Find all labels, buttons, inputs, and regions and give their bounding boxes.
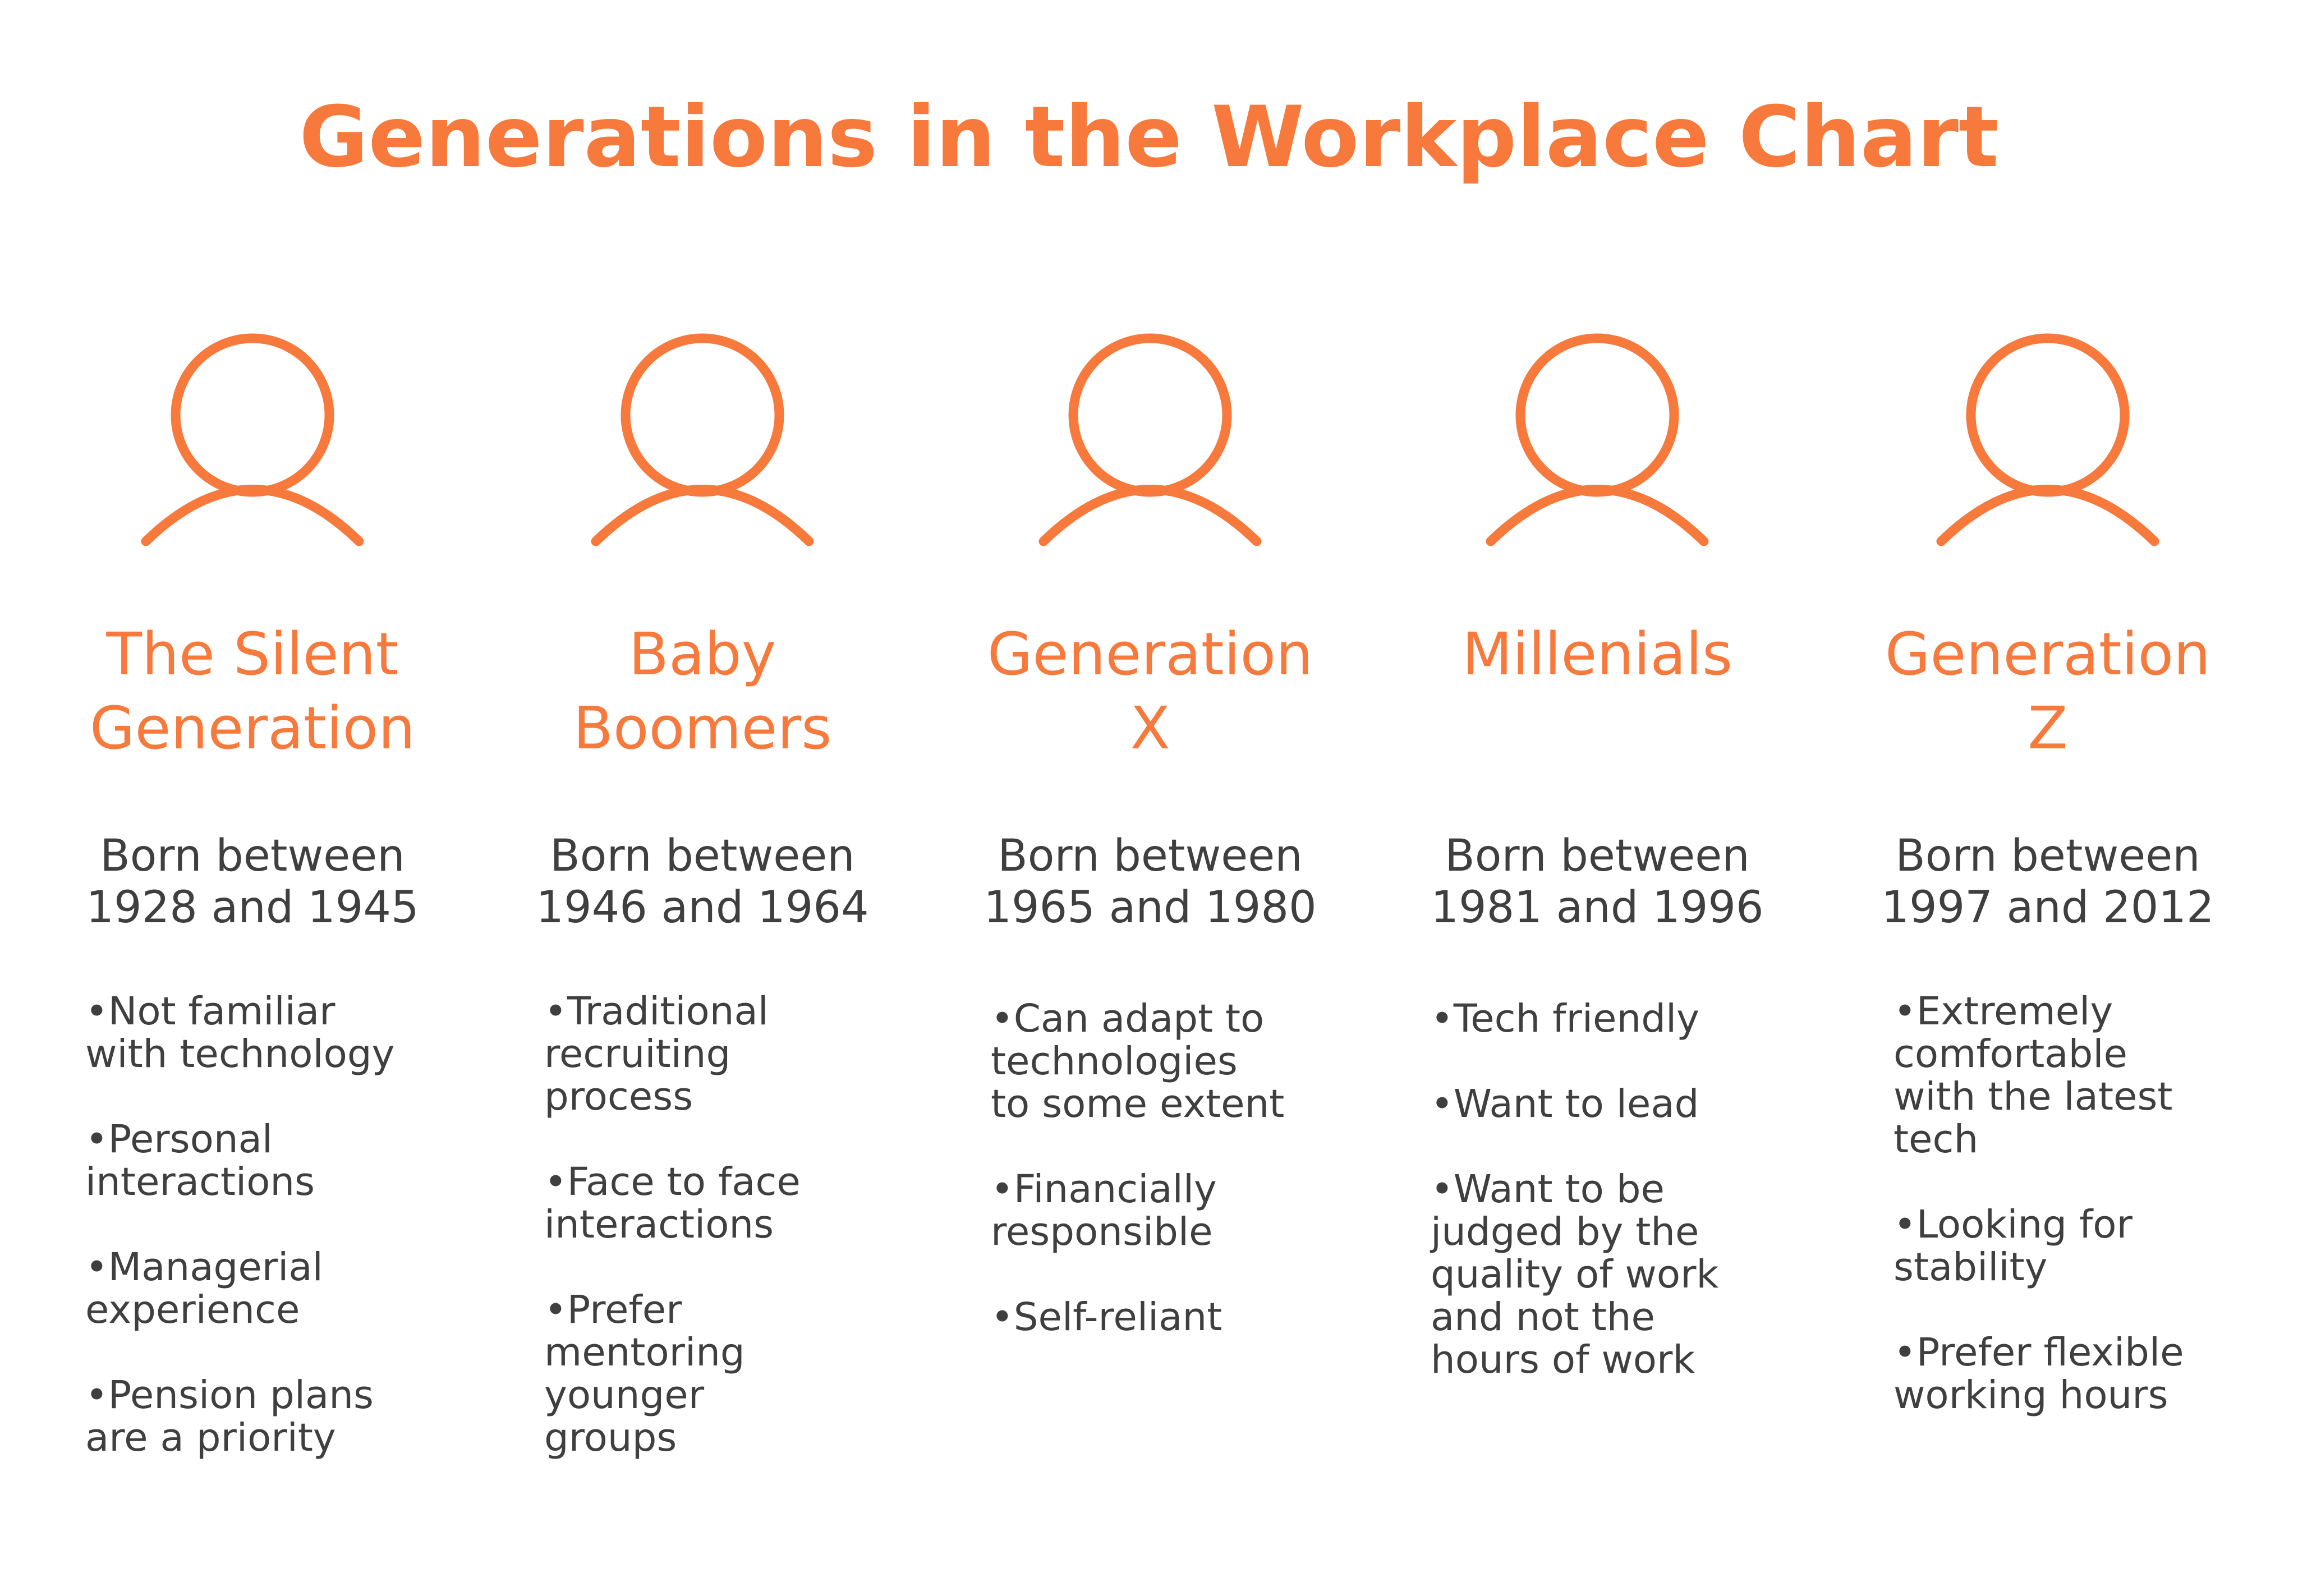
trait-item: Looking for stability (1893, 1203, 2184, 1289)
page-title: Generations in the Workplace Chart (299, 89, 1999, 186)
generation-name: Baby Boomers (573, 620, 832, 762)
trait-item: Self-reliant (991, 1296, 1284, 1339)
person-icon (140, 325, 365, 550)
trait-list: Can adapt to technologies to some extent… (991, 997, 1284, 1381)
generation-column-millenials: Millenials Born between 1981 and 1996 Te… (1373, 0, 1822, 1596)
generation-column-gen-x: Generation X Born between 1965 and 1980 … (926, 0, 1375, 1596)
generation-name: The Silent Generation (89, 620, 416, 762)
birth-range: Born between 1928 and 1945 (86, 831, 419, 933)
trait-list: Not familiar with technology Personal in… (85, 990, 394, 1502)
trait-item: Can adapt to technologies to some extent (991, 997, 1284, 1125)
person-icon (1936, 325, 2160, 550)
trait-list: Traditional recruiting process Face to f… (544, 990, 801, 1502)
trait-item: Personal interactions (85, 1118, 394, 1203)
trait-item: Not familiar with technology (85, 990, 394, 1075)
trait-item: Prefer flexible working hours (1893, 1331, 2184, 1416)
trait-item: Want to lead (1431, 1083, 1718, 1125)
trait-item: Face to face interactions (544, 1161, 801, 1246)
generation-name: Generation Z (1885, 620, 2211, 762)
trait-item: Tech friendly (1431, 997, 1718, 1040)
birth-range: Born between 1965 and 1980 (983, 831, 1317, 933)
trait-item: Extremely comfortable with the latest te… (1893, 990, 2184, 1161)
trait-item: Want to be judged by the quality of work… (1431, 1168, 1718, 1381)
trait-item: Traditional recruiting process (544, 990, 801, 1118)
trait-item: Managerial experience (85, 1246, 394, 1331)
trait-list: Extremely comfortable with the latest te… (1893, 990, 2184, 1459)
person-icon (1485, 325, 1709, 550)
birth-range: Born between 1997 and 2012 (1881, 831, 2214, 933)
generation-column-boomers: Baby Boomers Born between 1946 and 1964 … (478, 0, 927, 1596)
trait-list: Tech friendly Want to lead Want to be ju… (1431, 997, 1718, 1424)
generation-name: Millenials (1461, 620, 1732, 688)
trait-item: Pension plans are a priority (85, 1374, 394, 1459)
person-icon (590, 325, 815, 550)
birth-range: Born between 1946 and 1964 (536, 831, 869, 933)
birth-range: Born between 1981 and 1996 (1431, 831, 1764, 933)
trait-item: Financially responsible (991, 1168, 1284, 1253)
person-icon (1038, 325, 1262, 550)
generation-column-gen-z: Generation Z Born between 1997 and 2012 … (1823, 0, 2272, 1596)
generation-name: Generation X (987, 620, 1313, 762)
trait-item: Prefer mentoring younger groups (544, 1289, 801, 1459)
generation-column-silent: The Silent Generation Born between 1928 … (28, 0, 477, 1596)
